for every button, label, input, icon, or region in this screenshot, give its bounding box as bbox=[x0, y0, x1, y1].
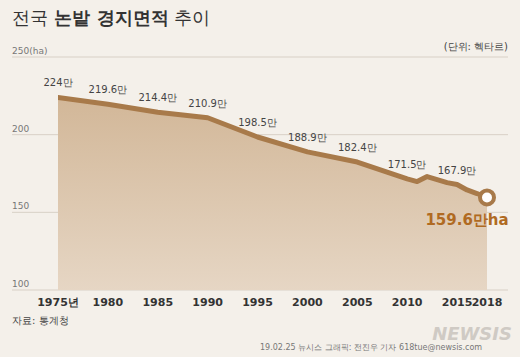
data-label: 188.9만 bbox=[288, 132, 327, 143]
data-label: 182.4만 bbox=[338, 142, 377, 153]
plot-area bbox=[58, 97, 487, 290]
x-tick-label: 1995 bbox=[242, 296, 273, 309]
y-tick-label: 250(ha) bbox=[12, 46, 47, 56]
x-tick-label: 1990 bbox=[192, 296, 223, 309]
data-label: 219.6만 bbox=[89, 84, 128, 95]
background bbox=[0, 0, 520, 357]
unit-note: (단위: 헥타르) bbox=[444, 41, 508, 52]
source: 자료: 통계청 bbox=[12, 315, 69, 326]
x-tick-label: 2010 bbox=[392, 296, 423, 309]
data-label: 171.5만 bbox=[388, 159, 427, 170]
y-tick-label: 150 bbox=[12, 201, 29, 211]
x-tick-label: 1975년 bbox=[37, 296, 79, 309]
x-tick-label: 1985 bbox=[142, 296, 173, 309]
x-tick-label: 2000 bbox=[292, 296, 323, 309]
data-label: 167.9만 bbox=[438, 165, 477, 176]
chart: 전국 논밭 경지면적 추이 (단위: 헥타르) 100 150 200 250(ha) 22… bbox=[0, 0, 520, 357]
x-tick-label: 2015 bbox=[442, 296, 473, 309]
area bbox=[58, 97, 487, 290]
data-label: 159.6만ha bbox=[425, 211, 508, 229]
data-label: 198.5만 bbox=[238, 117, 277, 128]
data-label: 210.9만 bbox=[188, 98, 227, 109]
x-tick-label: 1980 bbox=[93, 296, 124, 309]
title: 전국 논밭 경지면적 추이 bbox=[12, 7, 210, 28]
x-tick-label: 2018 bbox=[472, 296, 503, 309]
watermark: NEWSIS bbox=[432, 323, 512, 344]
data-label: 214.4만 bbox=[138, 92, 177, 103]
grid-line bbox=[12, 57, 508, 58]
y-tick-label: 200 bbox=[12, 124, 29, 134]
line bbox=[58, 97, 487, 197]
data-label: 224만 bbox=[43, 77, 72, 88]
x-tick-label: 2005 bbox=[342, 296, 373, 309]
y-tick-label: 100 bbox=[12, 279, 29, 289]
credit: 19.02.25 뉴시스 그래픽: 전진우 기자 618tue@newsis.c… bbox=[260, 343, 482, 352]
end-marker bbox=[480, 190, 494, 204]
